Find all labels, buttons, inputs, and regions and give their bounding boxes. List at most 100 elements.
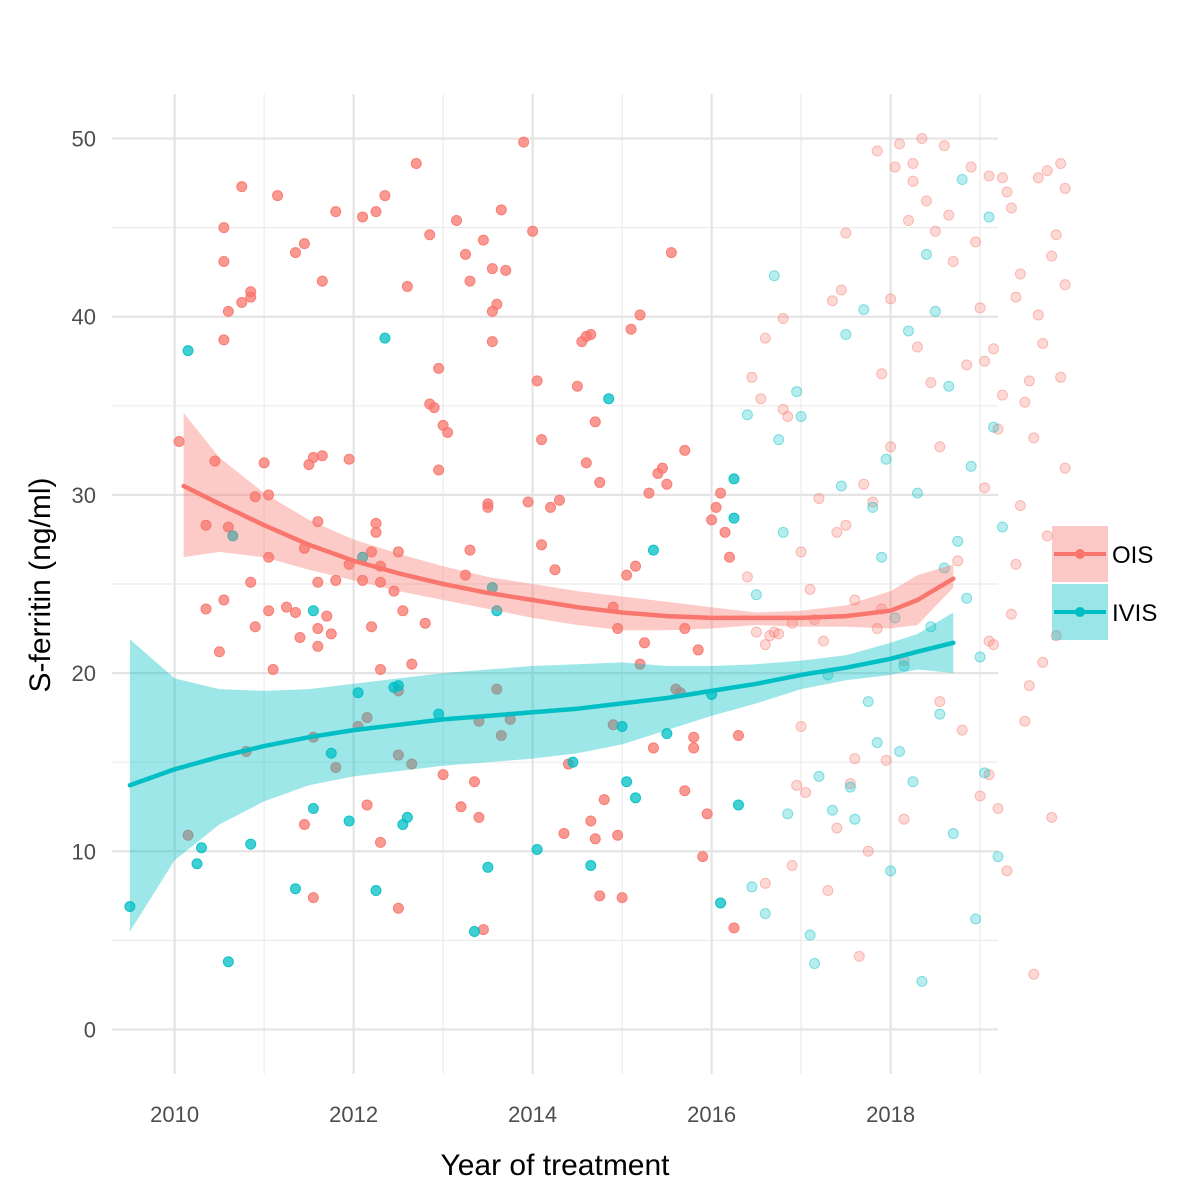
point-ois (553, 494, 565, 506)
point-ois (741, 571, 753, 583)
point-ois (934, 441, 946, 453)
point-ois (992, 423, 1004, 435)
point-ois (925, 377, 937, 389)
point-ois (558, 827, 570, 839)
point-ois (437, 769, 449, 781)
point-ivis (929, 305, 941, 317)
point-ois (289, 607, 301, 619)
point-ois (885, 293, 897, 305)
point-ois (451, 215, 463, 227)
y-tick-label: 40 (72, 305, 96, 330)
point-ois (800, 786, 812, 798)
point-ivis (826, 804, 838, 816)
point-ois (979, 355, 991, 367)
point-ois (1055, 371, 1067, 383)
point-ivis (979, 767, 991, 779)
point-ois (665, 247, 677, 259)
point-ois (263, 551, 275, 563)
point-ois (486, 263, 498, 275)
point-ivis (934, 708, 946, 720)
point-ivis (956, 174, 968, 186)
point-ois (491, 298, 503, 310)
point-ois (898, 813, 910, 825)
point-ois (1028, 432, 1040, 444)
point-ois (1005, 608, 1017, 620)
point-ois (218, 222, 230, 234)
point-ois (732, 729, 744, 741)
point-ois (589, 416, 601, 428)
point-ois (867, 496, 879, 508)
point-ois (245, 576, 257, 588)
point-ois (795, 721, 807, 733)
point-ois (1050, 630, 1062, 642)
point-ois (706, 514, 718, 526)
point-ois (849, 753, 861, 765)
point-ois (249, 491, 261, 503)
x-tick-label: 2014 (508, 1102, 557, 1127)
point-ivis (907, 776, 919, 788)
point-ois (406, 758, 418, 770)
point-ois (1001, 186, 1013, 198)
point-ois (406, 658, 418, 670)
point-ivis (621, 776, 633, 788)
point-ois (822, 884, 834, 896)
point-ois (840, 227, 852, 239)
point-ois (907, 157, 919, 169)
point-ois (1014, 500, 1026, 512)
point-ois (218, 255, 230, 267)
point-ois (594, 890, 606, 902)
point-ois (213, 646, 225, 658)
point-ois (307, 451, 319, 463)
point-ois (983, 635, 995, 647)
point-ivis (862, 696, 874, 708)
point-ois (988, 639, 1000, 651)
confidence-band-ivis (129, 612, 954, 932)
point-ivis (880, 453, 892, 465)
point-ivis (782, 808, 794, 820)
point-ois (934, 696, 946, 708)
point-ivis (370, 884, 382, 896)
point-ois (1001, 865, 1013, 877)
point-ois (988, 343, 1000, 355)
point-ivis (777, 526, 789, 538)
point-ivis (938, 562, 950, 574)
point-ois (1059, 182, 1071, 194)
point-ois (974, 790, 986, 802)
point-ois (692, 644, 704, 656)
point-ois (612, 829, 624, 841)
point-ivis (791, 386, 803, 398)
point-ois (1059, 279, 1071, 291)
point-ivis (647, 544, 659, 556)
point-ois (433, 464, 445, 476)
point-ois (298, 238, 310, 250)
point-ois (598, 794, 610, 806)
point-ivis (728, 512, 740, 524)
point-ois (495, 204, 507, 216)
point-ivis (741, 409, 753, 421)
point-ivis (352, 687, 364, 699)
point-ois (1059, 462, 1071, 474)
point-ois (374, 836, 386, 848)
point-ois (401, 280, 413, 292)
point-ois (545, 501, 557, 513)
point-ois (1041, 165, 1053, 177)
point-ois (777, 403, 789, 415)
point-ivis (661, 728, 673, 740)
point-ois (773, 628, 785, 640)
point-ois (880, 754, 892, 766)
point-ivis (952, 535, 964, 547)
point-ois (956, 724, 968, 736)
point-ivis (728, 473, 740, 485)
point-ois (442, 427, 454, 439)
point-ois (710, 501, 722, 513)
point-ois (1010, 558, 1022, 570)
point-ois (889, 161, 901, 173)
point-ois (527, 225, 539, 237)
point-ois (965, 161, 977, 173)
point-ois (903, 215, 915, 227)
point-ivis (715, 897, 727, 909)
x-tick-label: 2016 (687, 1102, 736, 1127)
point-ois (316, 275, 328, 287)
point-ivis (911, 487, 923, 499)
point-ois (366, 546, 378, 558)
